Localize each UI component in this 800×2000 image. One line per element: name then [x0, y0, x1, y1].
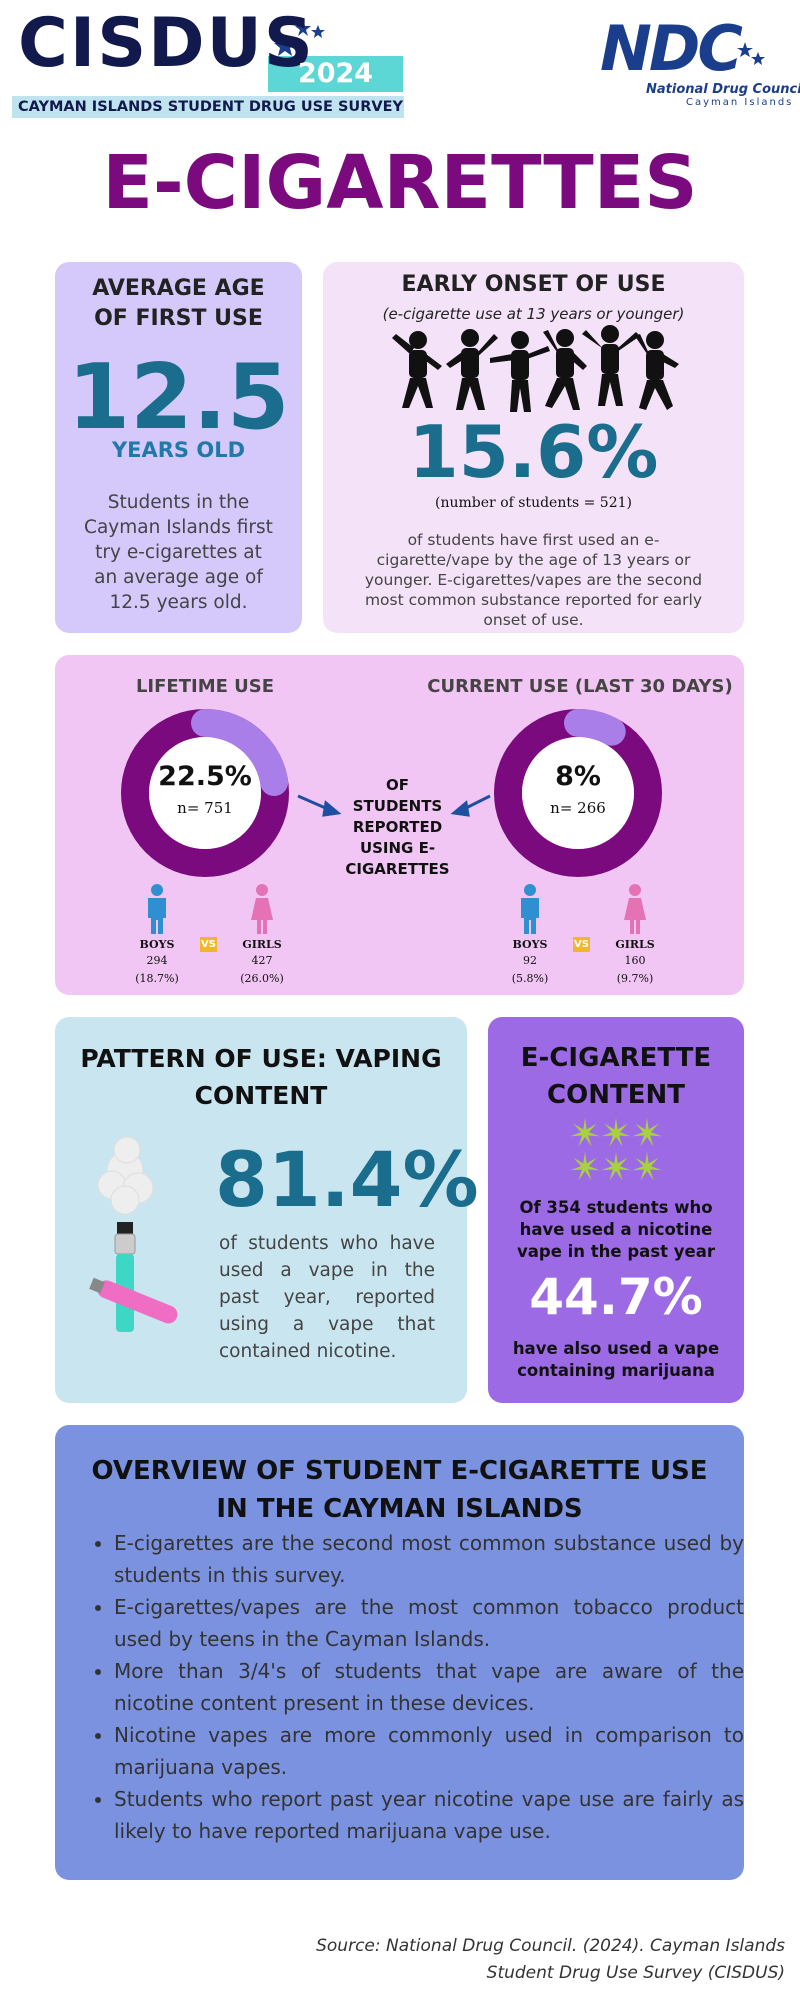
title: E-CIGARETTES	[102, 140, 698, 226]
center-text: OF STUDENTS REPORTED USING E-CIGARETTES	[345, 776, 450, 878]
gender-share: (18.7%)	[135, 972, 179, 985]
pattern-value: 81.4%	[215, 1135, 479, 1224]
subtitle: CAYMAN ISLANDS STUDENT DRUG USE SURVEY	[18, 99, 404, 115]
text: Students in the Cayman Islands first try…	[84, 492, 273, 613]
vs: VS	[201, 939, 216, 950]
age-value: 12.5	[67, 345, 290, 450]
vs: VS	[574, 939, 589, 950]
boy-icon	[524, 884, 536, 896]
heading: EARLY ONSET OF USE	[401, 272, 666, 297]
gender-label: BOYS	[512, 938, 548, 951]
panel-heading: LIFETIME USE	[135, 676, 275, 697]
arrows	[297, 794, 491, 817]
bullet: Students who report past year nicotine v…	[114, 1783, 744, 1847]
boy-icon	[148, 898, 166, 934]
text-before: Of 354 students who have used a nicotine…	[517, 1198, 715, 1261]
boy-icon	[151, 884, 163, 896]
donut-arc	[564, 709, 626, 746]
vape	[89, 1136, 178, 1332]
panel-heading: CURRENT USE (LAST 30 DAYS)	[427, 676, 733, 697]
logo-place: Cayman Islands	[686, 97, 794, 108]
bullet-list: E-cigarettes are the second most common …	[80, 1527, 744, 1847]
gender-count: 427	[251, 954, 273, 967]
content-value: 44.7%	[529, 1268, 703, 1326]
logo-stars	[737, 42, 765, 65]
vs-badge	[573, 937, 590, 952]
card	[323, 262, 744, 633]
boy-icon	[521, 898, 539, 934]
donut-hole	[149, 737, 261, 849]
gender-count: 160	[624, 954, 646, 967]
n: n= 266	[550, 799, 606, 817]
silhouettes	[392, 325, 679, 412]
bullet: More than 3/4's of students that vape ar…	[114, 1655, 744, 1719]
heading: OVERVIEW OF STUDENT E-CIGARETTE USE IN T…	[91, 1456, 708, 1524]
donut-hole	[522, 737, 634, 849]
card	[55, 262, 302, 633]
logo-name: National Drug Council	[646, 82, 800, 97]
year-badge	[268, 56, 403, 92]
logo-mark: NDC	[600, 12, 743, 85]
bullet: E-cigarettes are the second most common …	[114, 1527, 744, 1591]
leaf	[570, 1118, 600, 1147]
gender-share: (5.8%)	[511, 972, 549, 985]
girl-icon	[624, 898, 646, 934]
heading: PATTERN OF USE: VAPING CONTENT	[80, 1044, 442, 1110]
text: of students have first used an e-cigaret…	[364, 531, 703, 629]
leaves	[570, 1118, 662, 1181]
heading: E-CIGARETTE CONTENT	[520, 1043, 712, 1110]
leaf	[632, 1118, 662, 1147]
unit: YEARS OLD	[111, 438, 246, 462]
note: (number of students = 521)	[435, 495, 632, 511]
gender-label: GIRLS	[242, 938, 282, 951]
bullet: E-cigarettes/vapes are the most common t…	[114, 1591, 744, 1655]
n: n= 751	[177, 799, 233, 817]
leaf	[601, 1118, 631, 1147]
percent: 8%	[555, 761, 601, 792]
brand: CISDUS	[18, 4, 315, 83]
leaf	[601, 1152, 631, 1181]
gender-label: BOYS	[139, 938, 175, 951]
source: Source: National Drug Council. (2024). C…	[316, 1936, 785, 1983]
bullet: Nicotine vapes are more commonly used in…	[114, 1719, 744, 1783]
card	[488, 1017, 744, 1403]
vs-badge	[200, 937, 217, 952]
subheading: (e-cigarette use at 13 years or younger)	[382, 305, 685, 323]
girl-icon	[256, 884, 268, 896]
gender-count: 294	[146, 954, 168, 967]
donut-arc	[191, 709, 289, 797]
leaf	[570, 1152, 600, 1181]
gender-share: (9.7%)	[616, 972, 654, 985]
girl-icon	[251, 898, 273, 934]
gender-label: GIRLS	[615, 938, 655, 951]
percent: 22.5%	[158, 761, 252, 792]
card	[55, 1425, 744, 1880]
year: 2024	[297, 58, 374, 89]
leaf	[632, 1152, 662, 1181]
text: of students who have used a vape in the …	[219, 1233, 435, 1362]
subtitle-bar	[12, 96, 404, 118]
girl-icon	[629, 884, 641, 896]
stars	[274, 20, 325, 56]
onset-value: 15.6%	[408, 410, 659, 494]
text-after: have also used a vape containing marijua…	[512, 1339, 720, 1380]
heading: AVERAGE AGE OF FIRST USE	[92, 276, 265, 331]
gender-count: 92	[523, 954, 537, 967]
gender-share: (26.0%)	[240, 972, 284, 985]
